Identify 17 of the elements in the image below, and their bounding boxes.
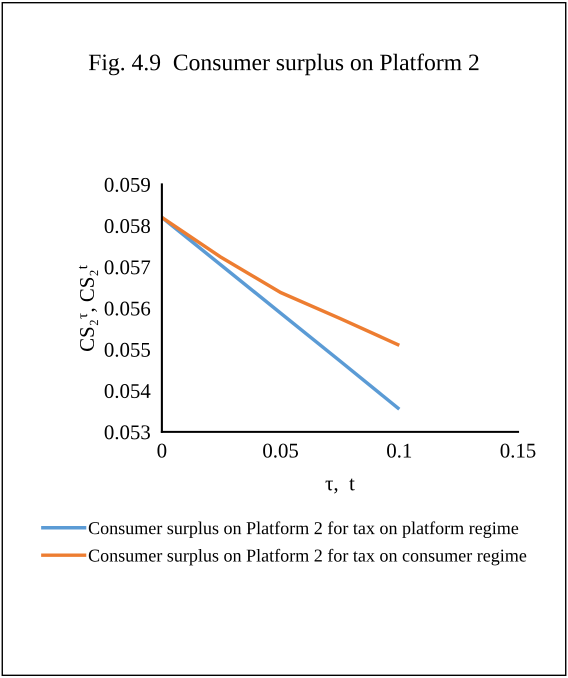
x-tick-label: 0 xyxy=(157,444,166,458)
y-tick-label: 0.055 xyxy=(104,342,150,357)
y-tick-label: 0.058 xyxy=(104,219,150,234)
y-tick-label: 0.059 xyxy=(104,178,150,192)
y-tick-label: 0.056 xyxy=(104,302,150,316)
x-axis-title: τ, t xyxy=(326,478,355,494)
legend-label: Consumer surplus on Platform 2 for tax on platform regime xyxy=(88,521,518,538)
chart-title: Fig. 4.9 Consumer surplus on Platform 2 xyxy=(88,54,478,76)
y-tick-label: 0.057 xyxy=(104,260,150,274)
y-axis-title: CS₂$^{τ}$, CS₂$^{t}$ xyxy=(78,265,98,351)
x-tick-label: 0.05 xyxy=(263,444,298,458)
y-tick-label: 0.054 xyxy=(104,384,150,398)
line-series xyxy=(162,216,402,348)
x-tick-label: 0.1 xyxy=(387,444,412,458)
legend-label: Consumer surplus on Platform 2 for tax on consumer regime xyxy=(88,548,526,566)
y-tick-label: 0.053 xyxy=(104,425,150,440)
x-tick-label: 0.15 xyxy=(500,444,536,458)
